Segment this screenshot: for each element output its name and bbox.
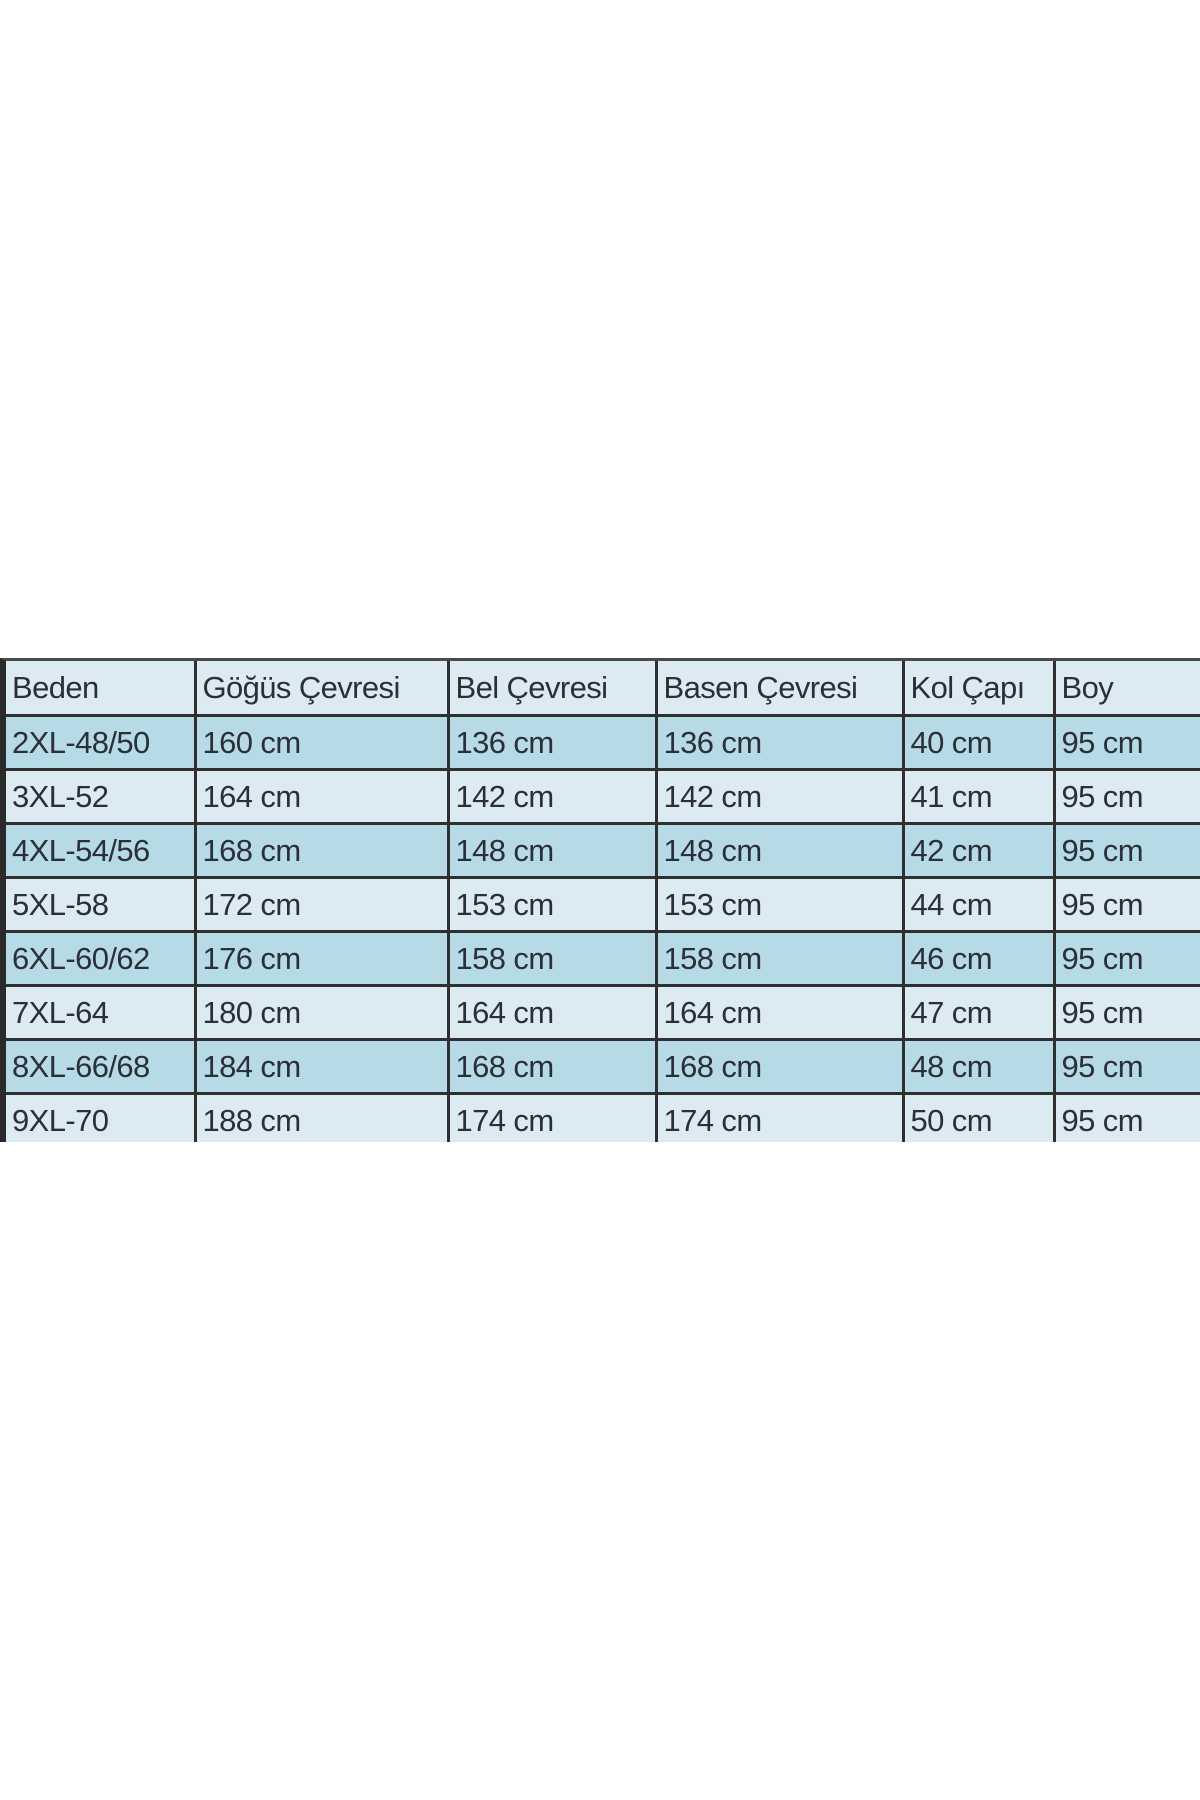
header-gogus: Göğüs Çevresi [195, 661, 450, 717]
header-bel: Bel Çevresi [448, 661, 658, 717]
cell-beden: 2XL-48/50 [6, 715, 197, 771]
cell-bel: 168 cm [448, 1039, 658, 1095]
table-row: 3XL-52 164 cm 142 cm 142 cm 41 cm 95 cm [6, 769, 1200, 825]
header-boy: Boy [1054, 661, 1200, 717]
cell-beden: 6XL-60/62 [6, 931, 197, 987]
header-basen: Basen Çevresi [656, 661, 905, 717]
cell-kol: 50 cm [903, 1093, 1056, 1142]
cell-beden: 9XL-70 [6, 1093, 197, 1142]
cell-gogus: 188 cm [195, 1093, 450, 1142]
cell-beden: 7XL-64 [6, 985, 197, 1041]
cell-kol: 41 cm [903, 769, 1056, 825]
table-row: 4XL-54/56 168 cm 148 cm 148 cm 42 cm 95 cm [6, 823, 1200, 879]
cell-boy: 95 cm [1054, 1093, 1200, 1142]
cell-kol: 42 cm [903, 823, 1056, 879]
cell-boy: 95 cm [1054, 1039, 1200, 1095]
cell-bel: 174 cm [448, 1093, 658, 1142]
table-row: 8XL-66/68 184 cm 168 cm 168 cm 48 cm 95 cm [6, 1039, 1200, 1095]
table-row: 2XL-48/50 160 cm 136 cm 136 cm 40 cm 95 cm [6, 715, 1200, 771]
cell-boy: 95 cm [1054, 877, 1200, 933]
cell-kol: 40 cm [903, 715, 1056, 771]
cell-gogus: 164 cm [195, 769, 450, 825]
cell-gogus: 176 cm [195, 931, 450, 987]
cell-basen: 174 cm [656, 1093, 905, 1142]
cell-bel: 148 cm [448, 823, 658, 879]
cell-kol: 44 cm [903, 877, 1056, 933]
cell-basen: 142 cm [656, 769, 905, 825]
cell-kol: 46 cm [903, 931, 1056, 987]
table-row: 5XL-58 172 cm 153 cm 153 cm 44 cm 95 cm [6, 877, 1200, 933]
cell-basen: 148 cm [656, 823, 905, 879]
cell-basen: 158 cm [656, 931, 905, 987]
cell-gogus: 180 cm [195, 985, 450, 1041]
header-beden: Beden [6, 661, 197, 717]
cell-boy: 95 cm [1054, 715, 1200, 771]
cell-bel: 142 cm [448, 769, 658, 825]
cell-boy: 95 cm [1054, 985, 1200, 1041]
cell-basen: 168 cm [656, 1039, 905, 1095]
cell-basen: 136 cm [656, 715, 905, 771]
cell-gogus: 172 cm [195, 877, 450, 933]
cell-gogus: 184 cm [195, 1039, 450, 1095]
cell-beden: 4XL-54/56 [6, 823, 197, 879]
table-row: 7XL-64 180 cm 164 cm 164 cm 47 cm 95 cm [6, 985, 1200, 1041]
cell-bel: 158 cm [448, 931, 658, 987]
cell-gogus: 160 cm [195, 715, 450, 771]
cell-kol: 47 cm [903, 985, 1056, 1041]
cell-basen: 153 cm [656, 877, 905, 933]
cell-bel: 164 cm [448, 985, 658, 1041]
cell-beden: 3XL-52 [6, 769, 197, 825]
size-chart-table: Beden Göğüs Çevresi Bel Çevresi Basen Çe… [0, 658, 1200, 1142]
cell-boy: 95 cm [1054, 823, 1200, 879]
cell-basen: 164 cm [656, 985, 905, 1041]
cell-bel: 153 cm [448, 877, 658, 933]
header-row: Beden Göğüs Çevresi Bel Çevresi Basen Çe… [6, 661, 1200, 717]
cell-boy: 95 cm [1054, 769, 1200, 825]
cell-gogus: 168 cm [195, 823, 450, 879]
cell-bel: 136 cm [448, 715, 658, 771]
cell-kol: 48 cm [903, 1039, 1056, 1095]
table-row: 9XL-70 188 cm 174 cm 174 cm 50 cm 95 cm [6, 1093, 1200, 1142]
cell-beden: 5XL-58 [6, 877, 197, 933]
table-row: 6XL-60/62 176 cm 158 cm 158 cm 46 cm 95 cm [6, 931, 1200, 987]
cell-beden: 8XL-66/68 [6, 1039, 197, 1095]
cell-boy: 95 cm [1054, 931, 1200, 987]
header-kol: Kol Çapı [903, 661, 1056, 717]
